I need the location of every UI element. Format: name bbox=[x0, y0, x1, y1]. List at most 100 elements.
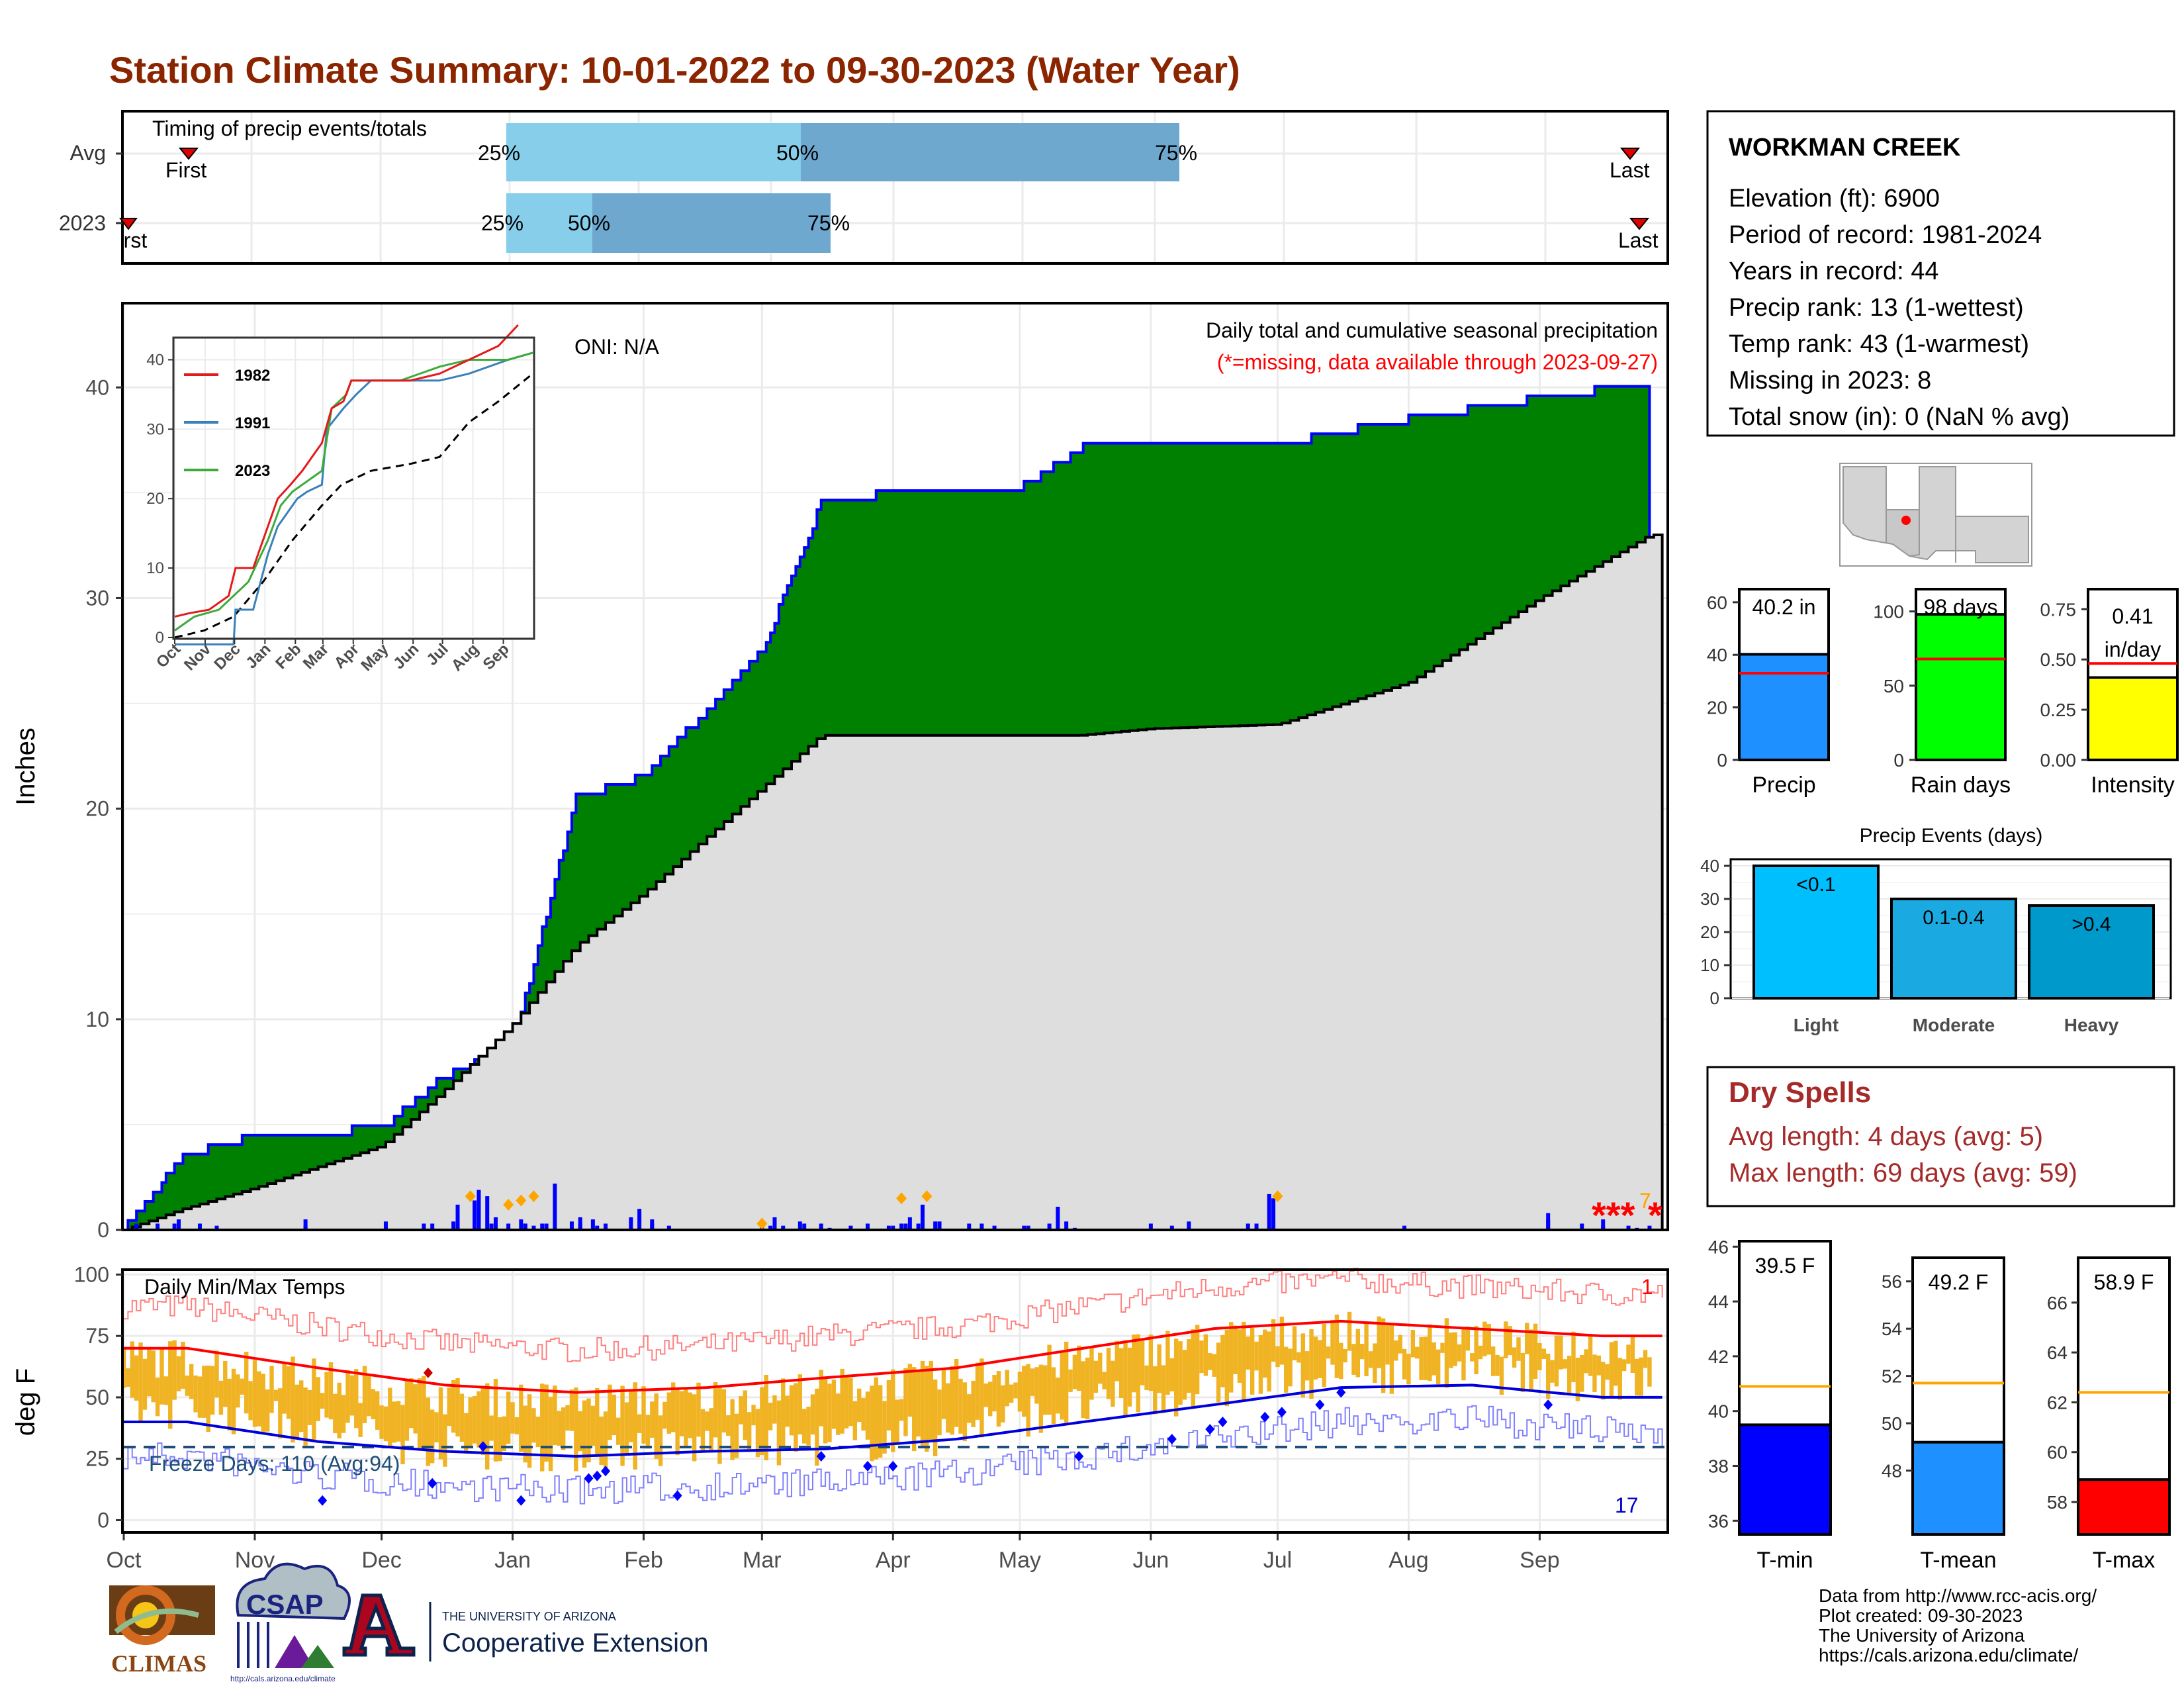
temp-range-bar bbox=[185, 1375, 189, 1396]
temp-range-bar bbox=[781, 1378, 786, 1448]
temp-range-bar bbox=[815, 1388, 819, 1466]
temp-range-bar bbox=[307, 1389, 312, 1425]
temp-range-bar bbox=[1571, 1331, 1576, 1383]
temp-range-bar bbox=[519, 1384, 523, 1452]
temp-range-bar bbox=[1233, 1325, 1238, 1374]
daily-precip-bar bbox=[1271, 1198, 1276, 1230]
temp-range-bar bbox=[1537, 1342, 1542, 1370]
temp-range-bar bbox=[1017, 1372, 1023, 1412]
temp-range-bar bbox=[747, 1412, 752, 1450]
record-diamond bbox=[423, 1367, 433, 1378]
summary-value-label: 0.41 bbox=[2112, 604, 2153, 628]
temp-range-bar bbox=[1140, 1338, 1145, 1385]
timing-panel: Timing of precip events/totals 25% 50% 7… bbox=[59, 110, 1669, 265]
temp-range-bar bbox=[1499, 1356, 1504, 1395]
events-category: Light bbox=[1794, 1015, 1839, 1035]
daily-precip-bar bbox=[489, 1223, 494, 1230]
record-diamonds bbox=[318, 1367, 1553, 1506]
month-tick: Apr bbox=[876, 1548, 911, 1573]
daily-precip-bar bbox=[921, 1204, 925, 1230]
daily-precip-bar bbox=[1022, 1225, 1026, 1230]
temp-range-bar bbox=[650, 1401, 655, 1438]
climas-logo: CLIMAS bbox=[109, 1585, 215, 1677]
temp-range-bar bbox=[333, 1393, 338, 1434]
temp-range-bar bbox=[705, 1411, 709, 1431]
temp-range-bar bbox=[1529, 1329, 1533, 1390]
temp-range-bar bbox=[1394, 1340, 1398, 1361]
temp-range-bar bbox=[886, 1380, 891, 1430]
temp-range-bar bbox=[1157, 1344, 1161, 1393]
record-diamond bbox=[1543, 1399, 1553, 1411]
temp-range-bar bbox=[1102, 1372, 1107, 1389]
temp-range-bar bbox=[933, 1379, 938, 1456]
temp-range-bar bbox=[383, 1406, 388, 1442]
daily-precip-bar bbox=[637, 1209, 642, 1230]
temp-range-bar bbox=[1051, 1367, 1056, 1425]
temp-range-bar bbox=[1563, 1359, 1567, 1369]
temp-summary-ytick: 62 bbox=[2047, 1392, 2068, 1413]
timing-avg-p75: 75% bbox=[1155, 141, 1197, 165]
temp-summary-bar bbox=[1741, 1425, 1829, 1533]
daily-precip-bar bbox=[1047, 1223, 1052, 1230]
daily-precip-bar bbox=[967, 1223, 972, 1230]
temp-range-bar bbox=[1254, 1341, 1259, 1371]
temp-range-bar bbox=[1541, 1348, 1546, 1359]
temp-range-bar bbox=[489, 1415, 494, 1441]
temp-range-bar bbox=[1064, 1341, 1069, 1423]
temp-range-bar bbox=[286, 1366, 291, 1419]
temp-range-bar bbox=[1089, 1347, 1094, 1400]
timing-2023-50-75 bbox=[592, 193, 831, 253]
temp-range-bar bbox=[760, 1387, 764, 1456]
temp-range-bar bbox=[912, 1367, 917, 1452]
record-diamond bbox=[428, 1477, 437, 1489]
temp-range-bar bbox=[1432, 1342, 1436, 1376]
timing-avg-first: First bbox=[165, 158, 206, 182]
dry-title: Dry Spells bbox=[1729, 1076, 1871, 1109]
temp-range-bar bbox=[739, 1396, 743, 1425]
temp-summary-ytick: 54 bbox=[1882, 1319, 1902, 1339]
temp-range-bar bbox=[1508, 1326, 1512, 1356]
temp-range-bar bbox=[1504, 1321, 1508, 1358]
temp-range-bar bbox=[819, 1370, 823, 1427]
temp-range-bar bbox=[510, 1402, 515, 1434]
temp-range-bar bbox=[946, 1383, 950, 1433]
temp-range-bar bbox=[772, 1395, 777, 1424]
temp-range-bar bbox=[498, 1417, 502, 1462]
events-bar-label: 0.1-0.4 bbox=[1923, 907, 1984, 929]
inset-ytick: 20 bbox=[146, 490, 164, 508]
daily-precip-bar bbox=[519, 1219, 523, 1230]
temp-range-bar bbox=[1169, 1358, 1175, 1391]
station-info-line: Temp rank: 43 (1-warmest) bbox=[1729, 330, 2029, 358]
temp-summary-ytick: 56 bbox=[1882, 1272, 1902, 1292]
temp-range-bar bbox=[295, 1384, 300, 1439]
events-bar bbox=[2028, 904, 2155, 1000]
temp-range-bar bbox=[1148, 1335, 1154, 1391]
temp-label: Daily Min/Max Temps bbox=[144, 1275, 345, 1299]
temp-range-bar bbox=[210, 1366, 215, 1415]
temp-range-bar bbox=[320, 1393, 325, 1409]
temp-range-bar bbox=[472, 1395, 477, 1444]
temp-range-bar bbox=[1449, 1333, 1453, 1368]
csap-text: CSAP bbox=[246, 1589, 324, 1620]
temp-range-bar bbox=[907, 1364, 913, 1417]
temp-range-bar bbox=[261, 1374, 265, 1432]
temp-range-bar bbox=[1406, 1354, 1411, 1385]
temp-range-bar bbox=[569, 1389, 574, 1431]
snow-marker bbox=[756, 1217, 768, 1230]
station-info-line: Total snow (in): 0 (NaN % avg) bbox=[1729, 403, 2070, 431]
temp-range-bar bbox=[1271, 1319, 1276, 1362]
daily-precip-bar bbox=[451, 1221, 456, 1230]
temp-range-bar bbox=[138, 1342, 143, 1421]
daily-precip-bar bbox=[979, 1223, 984, 1230]
month-tick: Feb bbox=[624, 1548, 663, 1573]
page-title: Station Climate Summary: 10-01-2022 to 0… bbox=[109, 49, 1240, 91]
daily-precip-bar bbox=[590, 1219, 595, 1230]
temp-summary-bar bbox=[1914, 1442, 2003, 1533]
temp-range-bar bbox=[1559, 1335, 1563, 1370]
temp-range-bar bbox=[1309, 1329, 1314, 1399]
summary-ytick: 0.25 bbox=[2040, 700, 2077, 720]
temp-range-bar bbox=[206, 1365, 210, 1432]
timing-avg-last: Last bbox=[1610, 158, 1650, 182]
station-info-box: WORKMAN CREEK Elevation (ft): 6900 Period… bbox=[1706, 110, 2175, 437]
temp-range-bar bbox=[1026, 1364, 1030, 1437]
